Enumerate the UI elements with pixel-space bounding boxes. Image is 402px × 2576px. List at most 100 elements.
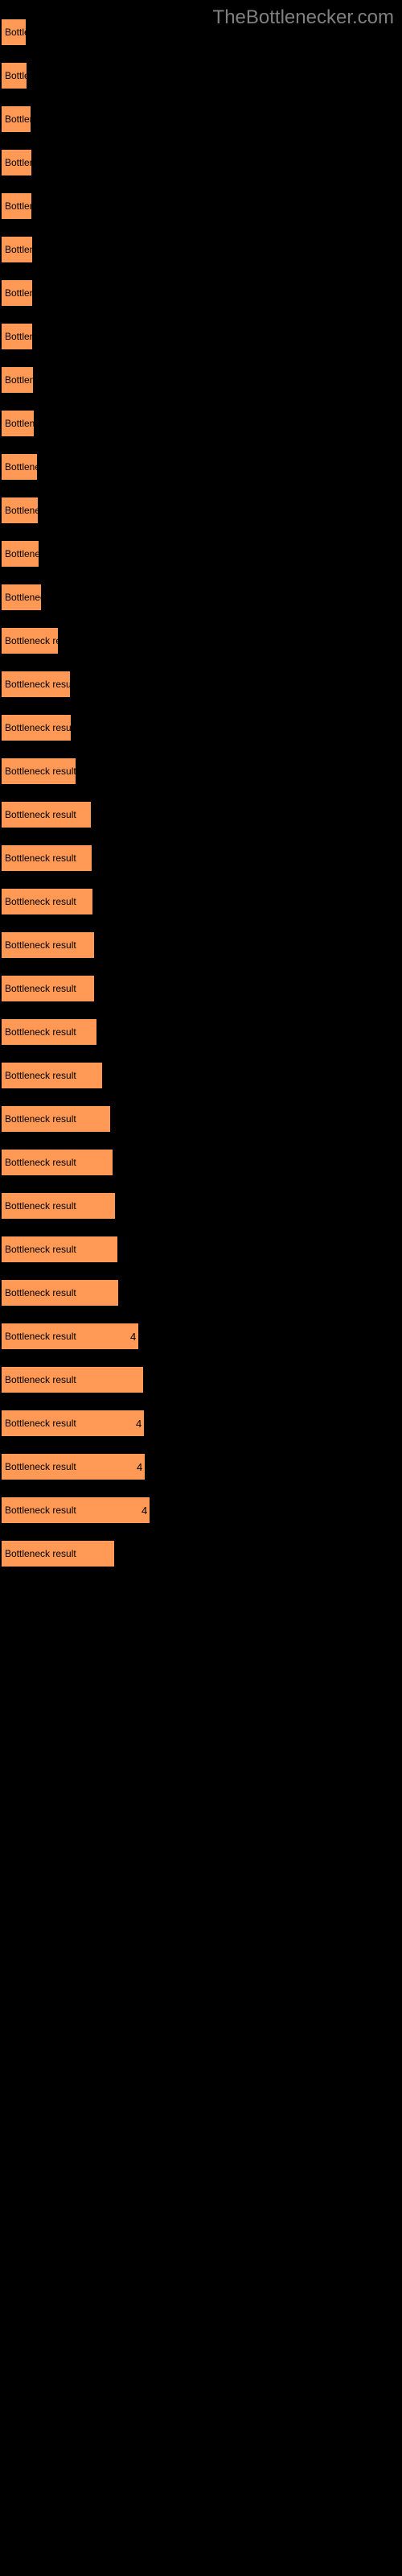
bar-group: Bottleneck result (2, 320, 402, 349)
bar: Bottleneck result (2, 367, 33, 393)
bar-text: Bottleneck result (5, 722, 71, 733)
bar-text: Bottleneck result (5, 1244, 76, 1255)
bar-container: Bottleneck result (2, 19, 400, 45)
bar-text: Bottleneck result (5, 331, 32, 342)
bar: Bottleneck result (2, 497, 38, 523)
bar-container: Bottleneck result (2, 932, 400, 958)
bar: Bottleneck result (2, 63, 27, 89)
bar: Bottleneck result (2, 280, 32, 306)
bar-container: Bottleneck result (2, 454, 400, 480)
bar-group: Bottleneck result (2, 538, 402, 567)
bar-chart: Bottleneck result Bottleneck result Bottle… (0, 0, 402, 1567)
bar: Bottleneck result (2, 932, 94, 958)
bar-text: Bottleneck result (5, 679, 70, 690)
bar-container: Bottleneck result (2, 889, 400, 914)
bar: Bottleneck result (2, 845, 92, 871)
bar: Bottleneck result4 (2, 1410, 144, 1436)
bar-group: Bottleneck result (2, 1103, 402, 1132)
bar-container: Bottleneck result (2, 1367, 400, 1393)
bar-group: Bottleneck result (2, 581, 402, 610)
bar-group: Bottleneck result (2, 147, 402, 175)
bar-container: Bottleneck result (2, 845, 400, 871)
bar-group: Bottleneck result (2, 886, 402, 914)
bar-text: Bottleneck result (5, 418, 34, 429)
bar-text: Bottleneck result (5, 1548, 76, 1559)
bar-group: Bottleneck result (2, 233, 402, 262)
bar-text: Bottleneck result (5, 287, 32, 299)
bar-text: Bottleneck result (5, 1287, 76, 1298)
bar: Bottleneck result (2, 541, 39, 567)
bar-group: Bottleneck result4 (2, 1407, 402, 1436)
bar: Bottleneck result (2, 1367, 143, 1393)
bar-text: Bottleneck result (5, 809, 76, 820)
bar-group: Bottleneck result (2, 625, 402, 654)
bar: Bottleneck result (2, 889, 92, 914)
bar-group: Bottleneck result (2, 1277, 402, 1306)
bar: Bottleneck result (2, 324, 32, 349)
bar-text: Bottleneck result (5, 1157, 76, 1168)
bar-container: Bottleneck result (2, 150, 400, 175)
bar-group: Bottleneck result (2, 799, 402, 828)
bar: Bottleneck result (2, 106, 31, 132)
bar-container: Bottleneck result 4 (2, 1497, 400, 1523)
bar: Bottleneck result 4 (2, 1497, 150, 1523)
bar-container: Bottleneck result (2, 628, 400, 654)
bar-value: 4 (137, 1461, 142, 1473)
bar-group: Bottleneck result (2, 1059, 402, 1088)
bar-group: Bottleneck result 4 (2, 1494, 402, 1523)
bar-group: Bottleneck result (2, 668, 402, 697)
bar: Bottleneck result (2, 1106, 110, 1132)
bar-text: Bottleneck result (5, 1331, 76, 1342)
bar: Bottleneck result (2, 1063, 102, 1088)
bar: Bottleneck result 4 (2, 1323, 138, 1349)
bar-text: Bottleneck result (5, 548, 39, 559)
bar-text: Bottleneck result (5, 27, 26, 38)
bar-group: Bottleneck result (2, 103, 402, 132)
bar-group: Bottleneck result (2, 364, 402, 393)
bar-container: Bottleneck result (2, 1019, 400, 1045)
bar-group: Bottleneck result (2, 16, 402, 45)
bar-text: Bottleneck result (5, 1505, 76, 1516)
bar-group: Bottleneck result 4 (2, 1320, 402, 1349)
bar-container: Bottleneck result (2, 584, 400, 610)
bar: Bottleneck result (2, 1280, 118, 1306)
bar-text: Bottleneck result (5, 114, 31, 125)
bar-text: Bottleneck result (5, 635, 58, 646)
bar-text: Bottleneck result (5, 983, 76, 994)
bar-group: Bottleneck result (2, 1190, 402, 1219)
bar-container: Bottleneck result (2, 1063, 400, 1088)
bar-container: Bottleneck result (2, 1236, 400, 1262)
bar: Bottleneck result (2, 758, 76, 784)
bar-group: Bottleneck result (2, 1146, 402, 1175)
bar-container: Bottleneck result4 (2, 1410, 400, 1436)
bar-value: 4 (130, 1331, 136, 1343)
bar-group: Bottleneck result (2, 842, 402, 871)
bar: Bottleneck result (2, 715, 71, 741)
bar-text: Bottleneck result (5, 852, 76, 864)
bar-group: Bottleneck result (2, 755, 402, 784)
bar-text: Bottleneck result (5, 157, 31, 168)
bar-group: Bottleneck result (2, 929, 402, 958)
bar-container: Bottleneck result (2, 758, 400, 784)
bar: Bottleneck result (2, 1236, 117, 1262)
bar-container: Bottleneck result (2, 541, 400, 567)
bar-container: Bottleneck result (2, 63, 400, 89)
bar: Bottleneck result (2, 1150, 113, 1175)
bar: Bottleneck result (2, 454, 37, 480)
bar-container: Bottleneck result (2, 1150, 400, 1175)
bar-text: Bottleneck result (5, 939, 76, 951)
bar-container: Bottleneck result 4 (2, 1323, 400, 1349)
bar: Bottleneck result (2, 976, 94, 1001)
bar: Bottleneck result (2, 1193, 115, 1219)
bar: Bottleneck result (2, 584, 41, 610)
bar-group: Bottleneck result (2, 1233, 402, 1262)
bar-group: Bottleneck result (2, 972, 402, 1001)
bar-text: Bottleneck result (5, 374, 33, 386)
bar: Bottleneck result (2, 150, 31, 175)
bar-value: 4 (142, 1505, 147, 1517)
bar: Bottleneck result (2, 411, 34, 436)
bar-text: Bottleneck result (5, 1026, 76, 1038)
bar-container: Bottleneck result (2, 193, 400, 219)
bar-container: Bottleneck result4 (2, 1454, 400, 1480)
bar-group: Bottleneck result (2, 494, 402, 523)
